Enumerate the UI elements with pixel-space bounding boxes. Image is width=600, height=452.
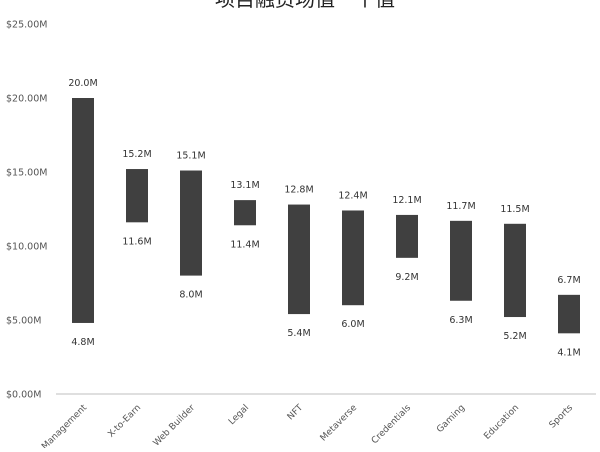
low-value-label: 5.2M [503, 331, 526, 342]
low-value-label: 9.2M [395, 272, 418, 283]
y-tick-label: $0.00M [6, 390, 41, 401]
range-bar [504, 223, 526, 318]
high-value-label: 11.7M [446, 201, 475, 212]
low-value-label: 11.6M [122, 236, 151, 247]
x-tick-label: Asset Management [21, 403, 90, 448]
x-tick-label: Web Builder [152, 403, 198, 448]
x-tick-label: Sports [548, 403, 576, 431]
range-bar [450, 220, 472, 301]
range-bar [72, 98, 94, 323]
y-tick-label: $20.00M [6, 94, 47, 105]
high-value-label: 13.1M [230, 180, 259, 191]
low-value-label: 6.0M [341, 319, 364, 330]
high-value-label: 6.7M [557, 275, 580, 286]
x-tick-label: Metaverse [319, 403, 360, 444]
y-tick-label: $15.00M [6, 168, 47, 179]
high-value-label: 15.1M [176, 151, 205, 162]
low-value-label: 6.3M [449, 315, 472, 326]
low-value-label: 5.4M [287, 328, 310, 339]
x-tick-label: X-to-Earn [106, 403, 143, 440]
range-bar [126, 169, 148, 223]
y-tick-label: $10.00M [6, 242, 47, 253]
low-value-label: 8.0M [179, 290, 202, 301]
y-tick-label: $5.00M [6, 316, 41, 327]
high-value-label: 11.5M [500, 204, 529, 215]
low-value-label: 4.8M [71, 337, 94, 348]
range-bar [234, 200, 256, 226]
chart-title: 项目融资场值一个值 [215, 0, 395, 11]
high-value-label: 15.2M [122, 149, 151, 160]
range-bar [396, 214, 418, 258]
high-value-label: 20.0M [68, 78, 97, 89]
x-tick-label: Credentials [370, 403, 413, 446]
x-tick-label: Education [482, 403, 521, 442]
high-value-label: 12.1M [392, 195, 421, 206]
range-bar [180, 170, 202, 276]
x-tick-label: Gaming [435, 403, 467, 435]
bars-group: 20.0M 4.8M 15.2M 11.6M 15.1M 8.0M 13.1M 11.4M 12… [68, 78, 580, 358]
low-value-label: 4.1M [557, 347, 580, 358]
y-tick-label: $25.00M [6, 20, 47, 31]
x-tick-label: NFT [286, 403, 306, 423]
range-bar [342, 210, 364, 306]
range-bar [558, 294, 580, 334]
y-axis: $0.00M $5.00M $10.00M $15.00M $20.00M $25.00M [6, 20, 47, 401]
low-value-label: 11.4M [230, 239, 259, 250]
x-tick-label: Legal [227, 403, 251, 427]
range-bar [288, 204, 310, 315]
high-value-label: 12.4M [338, 190, 367, 201]
x-axis: Asset Management X-to-Earn Web Builder Lega… [21, 393, 596, 452]
high-value-label: 12.8M [284, 185, 313, 196]
